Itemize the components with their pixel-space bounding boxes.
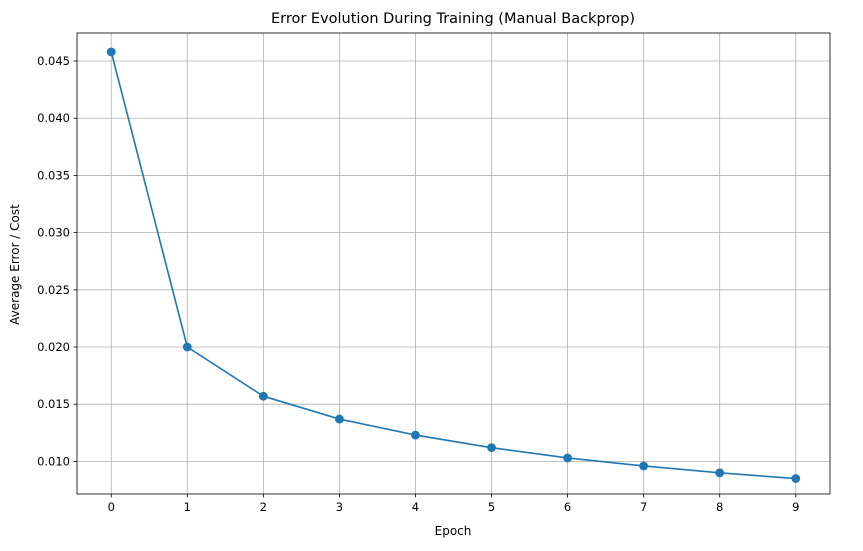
y-tick-label: 0.015	[37, 397, 70, 411]
x-tick-label: 0	[108, 500, 115, 514]
y-tick-label: 0.010	[37, 454, 70, 468]
chart-title: Error Evolution During Training (Manual …	[271, 11, 635, 27]
y-axis-label: Average Error / Cost	[8, 204, 22, 325]
y-tick-label: 0.020	[37, 340, 70, 354]
x-tick-label: 3	[336, 500, 343, 514]
y-tick-label: 0.040	[37, 111, 70, 125]
data-point	[335, 414, 344, 424]
tick-layer: 0 1 2 3 4 5 6 7 8 9 0.010 0.015 0.020 0.025 0.030 0.035…	[37, 54, 799, 514]
y-tick-label: 0.030	[37, 226, 70, 240]
data-point	[563, 453, 572, 463]
data-point	[487, 443, 496, 453]
plot-frame	[76, 32, 831, 495]
x-tick-label: 9	[792, 500, 799, 514]
x-tick-label: 4	[412, 500, 419, 514]
data-point	[106, 47, 116, 57]
x-tick-label: 6	[564, 500, 571, 514]
x-tick-label: 8	[716, 500, 723, 514]
y-tick-label: 0.035	[37, 168, 70, 182]
grid-layer	[77, 33, 830, 494]
series-line	[110, 51, 796, 480]
data-point	[182, 342, 192, 352]
data-point	[411, 430, 420, 440]
x-tick-label: 5	[488, 500, 495, 514]
series-layer	[106, 47, 801, 483]
x-axis-label: Epoch	[435, 524, 472, 538]
data-point	[258, 391, 268, 401]
y-tick-label: 0.025	[37, 283, 70, 297]
data-point	[715, 468, 725, 478]
data-point	[791, 474, 801, 483]
x-tick-label: 1	[184, 500, 191, 514]
data-point	[639, 461, 649, 471]
x-tick-label: 7	[640, 500, 647, 514]
y-tick-label: 0.045	[37, 54, 70, 68]
x-tick-label: 2	[260, 500, 267, 514]
